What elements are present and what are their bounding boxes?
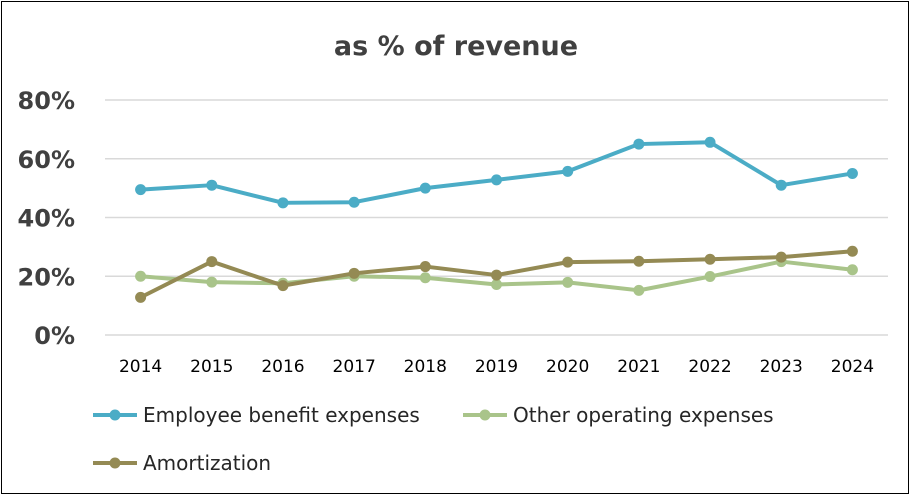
data-point <box>135 270 147 282</box>
data-point <box>846 167 858 179</box>
data-point <box>348 196 360 208</box>
data-point <box>775 179 787 191</box>
legend-label: Other operating expenses <box>513 403 774 427</box>
x-tick-label: 2019 <box>475 357 518 377</box>
x-tick-label: 2017 <box>333 357 376 377</box>
x-tick-label: 2016 <box>261 357 304 377</box>
series-1 <box>135 136 858 209</box>
data-point <box>633 255 645 267</box>
data-point <box>704 271 716 283</box>
y-tick-label: 0% <box>34 322 75 350</box>
data-point <box>562 165 574 177</box>
data-point <box>206 256 218 268</box>
data-point <box>704 136 716 148</box>
legend-label: Amortization <box>143 451 271 475</box>
y-tick-label: 20% <box>18 263 75 291</box>
x-tick-label: 2020 <box>546 357 589 377</box>
data-point <box>775 251 787 263</box>
legend-item: Other operating expenses <box>463 403 774 427</box>
data-point <box>419 272 431 284</box>
legend-marker <box>109 409 121 421</box>
x-tick-label: 2022 <box>688 357 731 377</box>
data-point <box>206 179 218 191</box>
data-point <box>846 264 858 276</box>
x-tick-label: 2024 <box>831 357 874 377</box>
data-point <box>419 261 431 273</box>
x-tick-label: 2021 <box>617 357 660 377</box>
data-point <box>135 184 147 196</box>
legend-label: Employee benefit expenses <box>143 403 420 427</box>
y-tick-label: 60% <box>18 146 75 174</box>
series-lines <box>135 136 858 303</box>
legend-item: Employee benefit expenses <box>93 403 420 427</box>
x-axis-ticks: 2014 2015 2016 2017 2018 2019 2020 2021 2022 2023… <box>119 357 874 377</box>
x-tick-label: 2018 <box>404 357 447 377</box>
data-point <box>704 253 716 265</box>
y-tick-label: 80% <box>18 87 75 115</box>
data-point <box>491 174 502 186</box>
series-3 <box>135 245 858 303</box>
data-point <box>277 197 289 209</box>
data-point <box>491 278 502 290</box>
data-point <box>419 182 431 194</box>
data-point <box>491 269 502 281</box>
y-tick-label: 40% <box>18 205 75 233</box>
data-point <box>562 276 574 288</box>
y-axis-ticks: 0% 20% 40% 60% 80% <box>18 87 75 350</box>
legend-marker <box>109 457 121 469</box>
data-point <box>562 256 574 268</box>
legend: Employee benefit expenses Other operating… <box>93 403 774 475</box>
chart-title: as % of revenue <box>334 31 578 62</box>
series-line <box>138 140 855 205</box>
data-point <box>277 280 289 292</box>
data-point <box>633 138 645 150</box>
x-tick-label: 2023 <box>760 357 803 377</box>
data-point <box>633 284 645 296</box>
data-point <box>206 276 218 288</box>
data-point <box>846 245 858 257</box>
data-point <box>348 267 360 279</box>
x-tick-label: 2015 <box>190 357 233 377</box>
legend-item: Amortization <box>93 451 271 475</box>
data-point <box>135 291 147 303</box>
x-tick-label: 2014 <box>119 357 162 377</box>
legend-marker <box>479 409 491 421</box>
gridlines <box>105 99 888 336</box>
